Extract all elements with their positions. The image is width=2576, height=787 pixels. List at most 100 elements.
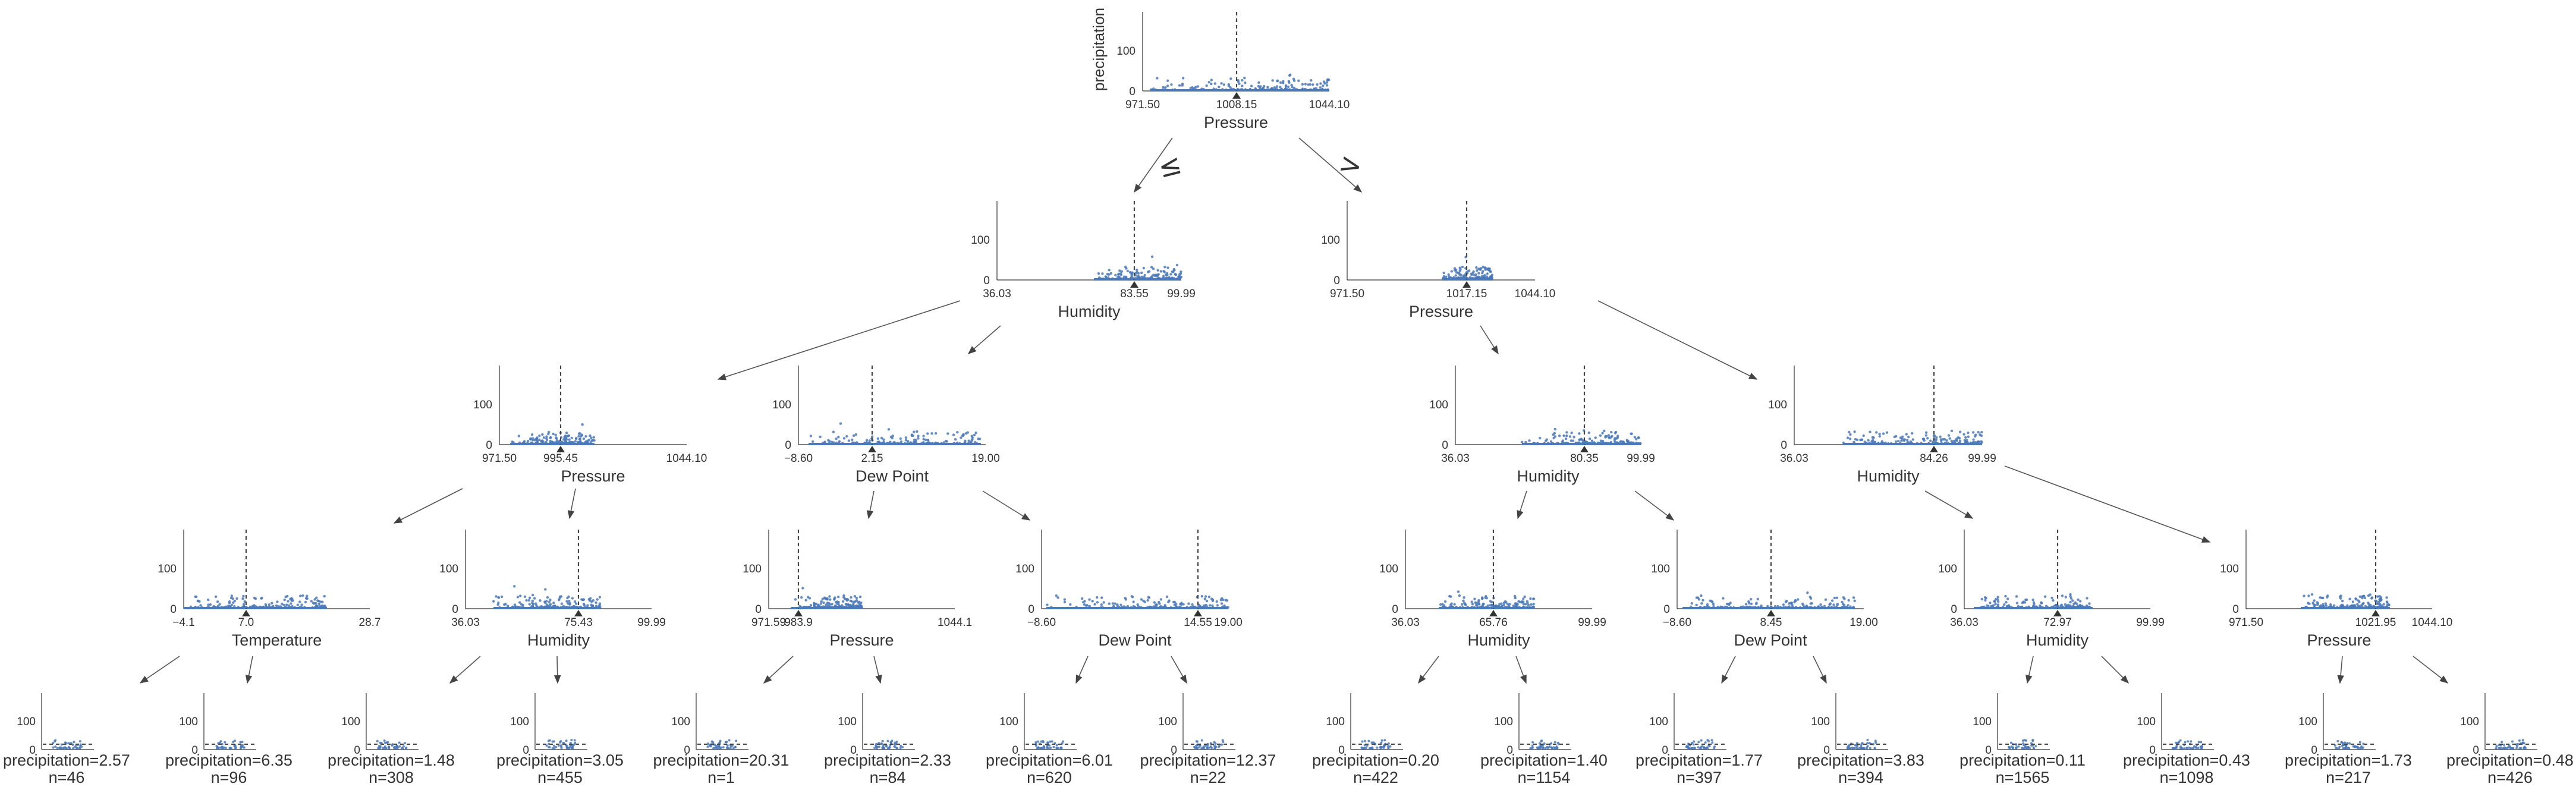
x-tick-min: 971.50 [1330,288,1364,300]
data-point [1201,747,1204,750]
feature-label: Dew Point [1734,631,1807,649]
data-point [1136,603,1139,606]
x-tick-min: 36.03 [1950,616,1979,629]
data-point [1788,602,1791,605]
data-point [1553,427,1556,431]
data-point [2367,594,2370,597]
data-point [1697,741,1700,744]
data-point [2175,745,2178,748]
data-point [888,746,891,749]
data-point [882,744,885,747]
y-tick-label: 0 [983,275,990,287]
data-point [243,746,246,749]
data-point [2039,604,2042,607]
data-point [1986,604,1989,607]
data-point [581,598,585,602]
data-point [595,601,597,604]
data-point [1823,605,1826,607]
data-point [571,597,574,600]
data-point [2006,597,2009,600]
data-point [582,437,586,440]
data-point [1472,270,1475,273]
data-point [2188,746,2191,749]
data-point [1382,747,1385,749]
x-tick-max: 19.00 [971,452,1000,465]
data-point [587,439,590,442]
leaf-prediction: precipitation=1.48 [328,751,455,769]
data-point [1924,434,1928,437]
data-point [1578,432,1581,435]
data-point [1172,600,1175,604]
split-marker-triangle [1930,446,1938,452]
data-point [1117,272,1120,275]
leaf-y-tick: 0 [1506,744,1513,757]
data-point [1034,741,1037,744]
data-point [1588,437,1591,440]
data-point [1862,434,1865,437]
data-point [1244,81,1247,84]
data-point [1940,439,1943,442]
data-point [1701,745,1704,748]
data-point [552,744,555,747]
data-point [296,603,299,606]
data-point [1116,276,1119,279]
data-point [1223,604,1226,607]
data-point [829,603,832,606]
data-point [379,745,382,748]
data-point [2521,739,2524,742]
data-point [260,597,263,600]
data-point [1205,84,1208,87]
y-tick-label: 100 [1768,399,1787,411]
x-tick-max: 1044.10 [2412,616,2453,629]
data-point [559,595,563,598]
tree-edge-arrow [2025,656,2034,684]
data-point [234,739,236,742]
data-point [1130,595,1134,598]
data-point [1874,739,1877,742]
data-point [1866,742,1869,745]
data-point [914,439,917,442]
data-point [548,430,551,434]
data-point [1532,597,1536,600]
tree-edge-arrow [2004,465,2211,543]
data-point [230,594,233,597]
leaf-y-tick: 0 [1012,744,1018,757]
data-point [1158,602,1161,605]
data-point [276,600,279,603]
data-point [79,743,82,746]
leaf-y-tick: 100 [838,716,857,728]
data-point [956,431,959,434]
data-point [1481,272,1484,275]
tree-edge-arrow [1298,137,1363,193]
data-point [1319,82,1322,85]
data-point [841,600,845,603]
data-point [2086,597,2089,600]
decision-node: 100 0−8.60 14.55 19.00 Dew Point [1015,530,1243,649]
split-marker-triangle [794,610,803,616]
data-point [76,747,78,750]
data-point [1880,440,1884,443]
data-point [1830,599,1834,602]
data-point [2356,747,2359,750]
decision-node: 100 0−8.60 2.15 19.00 Dew Point [772,366,1000,485]
data-point [230,603,234,606]
data-point [544,601,547,605]
data-point [2069,595,2072,598]
data-point [578,432,581,435]
data-point [1706,739,1709,742]
data-point [2360,747,2363,750]
data-point [1489,604,1492,607]
data-point [1091,600,1094,603]
data-point [1950,439,1953,442]
data-point [1558,435,1561,437]
data-point [1275,85,1279,88]
data-point [2522,742,2525,745]
data-point [1140,598,1143,601]
data-point [839,422,842,425]
data-point [2031,739,2034,741]
data-point [1291,86,1294,89]
data-point [1516,603,1519,606]
leaf-sample-count: n=1 [707,769,735,786]
data-point [1526,602,1529,605]
